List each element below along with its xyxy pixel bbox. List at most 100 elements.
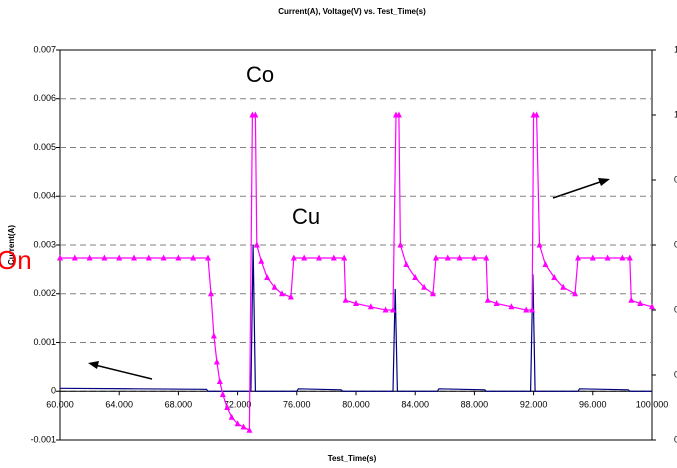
y2-tick-label: 0.8	[674, 174, 677, 184]
marker	[279, 290, 285, 297]
marker	[395, 111, 402, 118]
annotation: Cu	[292, 204, 320, 229]
x-tick-label: 64.000	[105, 400, 133, 410]
marker	[367, 303, 374, 310]
marker	[604, 254, 611, 261]
x-tick-label: 60.000	[46, 400, 74, 410]
x-tick-label: 68.000	[165, 400, 193, 410]
marker	[145, 254, 152, 261]
marker	[397, 241, 404, 248]
arrow-head	[88, 361, 99, 369]
annotation: Co	[246, 62, 274, 87]
marker	[536, 241, 543, 248]
marker	[403, 261, 410, 267]
marker	[412, 274, 419, 280]
marker	[508, 303, 515, 310]
marker	[190, 254, 197, 261]
y-tick-label: 0.006	[33, 93, 56, 103]
marker	[619, 254, 626, 261]
marker	[342, 296, 349, 303]
marker	[637, 300, 644, 306]
marker	[287, 293, 294, 300]
marker	[57, 254, 63, 261]
marker	[301, 254, 308, 261]
marker	[390, 306, 396, 313]
marker	[116, 254, 123, 261]
y-tick-label: 0.007	[33, 44, 56, 54]
y2-tick-label: 0.2	[674, 369, 677, 379]
marker	[234, 420, 241, 427]
marker	[175, 254, 182, 261]
marker	[456, 254, 463, 261]
marker	[341, 254, 348, 261]
series-line	[60, 114, 653, 432]
y2-tick-label: 0.4	[674, 304, 677, 314]
marker	[533, 111, 540, 118]
marker	[219, 391, 226, 397]
chart-title: Current(A), Voltage(V) vs. Test_Time(s)	[278, 7, 426, 16]
x-tick-label: 76.000	[283, 400, 311, 410]
marker	[572, 290, 579, 297]
marker	[160, 254, 167, 261]
marker	[483, 254, 490, 261]
marker	[626, 254, 633, 261]
y-tick-label: 0.002	[33, 288, 56, 298]
marker	[205, 254, 211, 261]
marker	[240, 423, 247, 430]
marker	[258, 257, 265, 264]
x-tick-label: 88.000	[461, 400, 489, 410]
marker	[264, 274, 271, 280]
x-tick-label: 80.000	[342, 400, 370, 410]
arrow	[552, 180, 604, 199]
y2-tick-label: 0	[674, 434, 677, 444]
marker	[353, 300, 359, 306]
marker	[86, 254, 93, 261]
annotation: On	[0, 245, 32, 275]
x-tick-label: 92.000	[520, 400, 548, 410]
marker	[210, 332, 217, 339]
x-axis-label: Test_Time(s)	[328, 454, 377, 463]
marker	[224, 404, 231, 410]
marker	[560, 283, 567, 290]
marker	[542, 261, 549, 267]
marker	[71, 254, 78, 261]
x-tick-label: 84.000	[401, 400, 429, 410]
marker	[589, 254, 596, 261]
marker	[131, 254, 137, 261]
y-tick-label: 0.004	[33, 191, 56, 201]
marker	[271, 283, 278, 290]
marker	[628, 296, 635, 303]
marker	[523, 306, 530, 313]
marker	[252, 111, 259, 118]
y2-tick-label: 1	[674, 109, 677, 119]
y2-tick-label: 0.6	[674, 239, 677, 249]
marker	[213, 358, 220, 365]
marker	[246, 426, 253, 433]
x-tick-label: 100.000	[636, 400, 669, 410]
y-tick-label: 0.003	[33, 239, 56, 249]
marker	[529, 306, 536, 313]
marker	[101, 254, 108, 261]
arrow-head	[598, 178, 610, 186]
marker	[253, 241, 260, 248]
marker	[429, 290, 436, 297]
marker	[316, 254, 322, 261]
marker	[493, 300, 500, 306]
y-tick-label: 0.005	[33, 142, 56, 152]
y-axis-label: Current(A)	[7, 225, 16, 265]
marker	[575, 254, 581, 261]
arrow	[94, 364, 153, 380]
marker	[330, 254, 337, 261]
series-line	[59, 244, 652, 392]
marker	[216, 378, 223, 384]
marker	[421, 283, 428, 290]
marker	[444, 254, 451, 261]
marker	[382, 306, 389, 313]
marker	[471, 254, 478, 261]
y-tick-label: -0.001	[30, 434, 56, 444]
marker	[649, 303, 655, 310]
y-tick-label: 0	[51, 386, 56, 396]
y-tick-label: 0.001	[33, 337, 56, 347]
x-tick-label: 96.000	[579, 400, 607, 410]
